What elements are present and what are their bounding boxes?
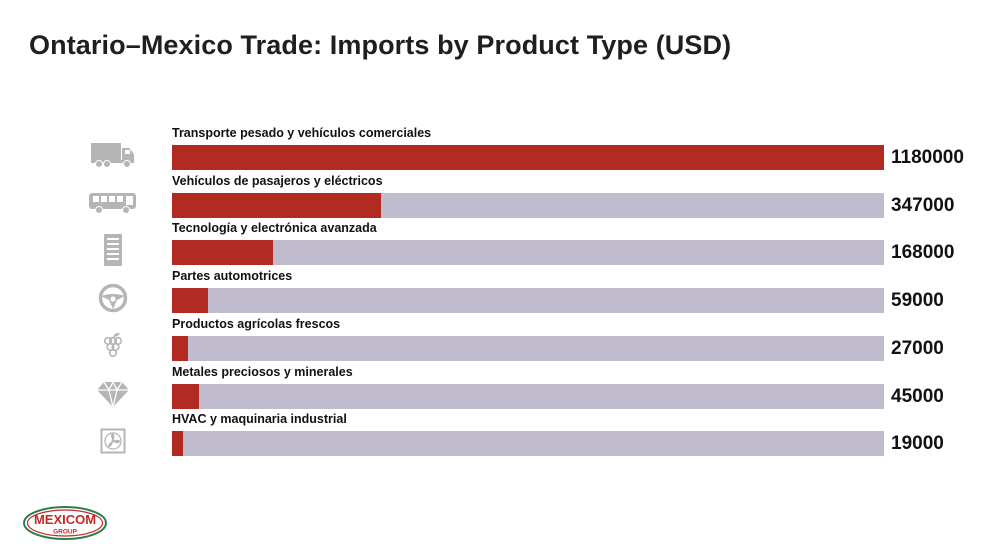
bar-track	[172, 145, 884, 170]
steering-wheel-icon	[86, 279, 140, 317]
bar	[172, 431, 184, 457]
category-label: Transporte pesado y vehículos comerciale…	[172, 126, 432, 140]
diamond-icon	[86, 375, 140, 413]
bar-track	[172, 335, 884, 361]
bus-icon	[86, 184, 140, 222]
bar	[172, 288, 208, 314]
bar-row: Transporte pesado y vehículos comerciale…	[0, 126, 988, 174]
bar-row: HVAC y maquinaria industrial 19000	[0, 412, 988, 460]
value-label: 19000	[891, 433, 944, 455]
truck-icon	[86, 136, 140, 174]
bar	[172, 240, 274, 266]
category-label: HVAC y maquinaria industrial	[172, 412, 347, 427]
bar	[172, 335, 189, 361]
bar-track	[172, 431, 884, 457]
value-label: 347000	[891, 194, 955, 216]
grapes-icon	[86, 327, 140, 365]
bar-row: Productos agrícolas frescos 27000	[0, 317, 988, 365]
category-label: Metales preciosos y minerales	[172, 364, 353, 379]
bar-row: Metales preciosos y minerales 45000	[0, 365, 988, 413]
bar-track	[172, 192, 884, 218]
value-label: 168000	[891, 242, 955, 264]
bar	[172, 383, 200, 409]
value-label: 59000	[891, 290, 944, 312]
value-label: 1180000	[891, 147, 964, 168]
fan-icon	[86, 422, 140, 460]
bar-track	[172, 288, 884, 314]
bar-track	[172, 240, 884, 266]
chart-title: Ontario–Mexico Trade: Imports by Product…	[29, 30, 732, 60]
category-label: Partes automotrices	[172, 269, 293, 284]
category-label: Tecnología y electrónica avanzada	[172, 221, 377, 236]
value-label: 45000	[891, 385, 944, 407]
bar-track	[172, 383, 884, 409]
server-icon	[86, 231, 140, 269]
bar-row: Tecnología y electrónica avanzada 168000	[0, 221, 988, 269]
bar-row: Partes automotrices 59000	[0, 269, 988, 317]
mexicom-logo: MEXICOM GROUP	[23, 506, 107, 540]
category-label: Vehículos de pasajeros y eléctricos	[172, 173, 383, 188]
svg-text:MEXICOM: MEXICOM	[34, 512, 96, 527]
bar	[172, 145, 884, 170]
value-label: 27000	[891, 337, 944, 359]
category-label: Productos agrícolas frescos	[172, 316, 341, 331]
bar	[172, 192, 382, 218]
bar-row: Vehículos de pasajeros y eléctricos 34700…	[0, 174, 988, 222]
svg-text:GROUP: GROUP	[53, 529, 78, 536]
